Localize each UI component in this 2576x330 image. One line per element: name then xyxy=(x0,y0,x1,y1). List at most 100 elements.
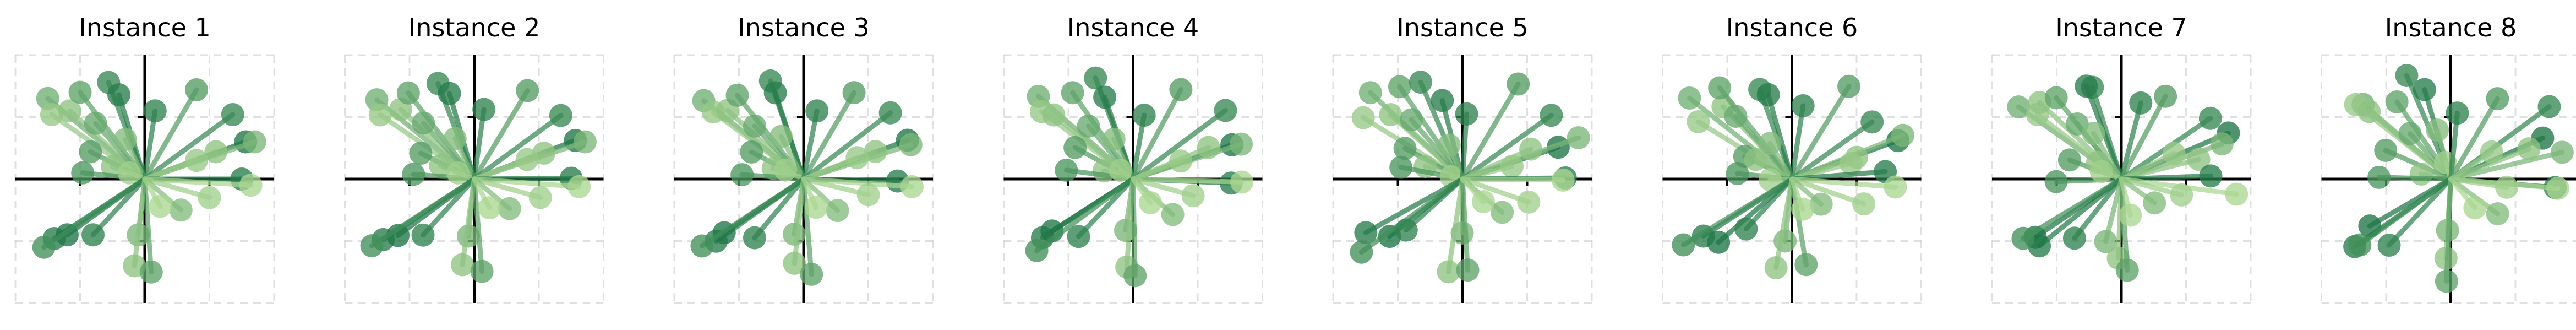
data-point xyxy=(1519,137,1543,161)
vector-line xyxy=(1131,87,1183,182)
data-point xyxy=(1093,85,1117,109)
data-point xyxy=(243,130,266,154)
data-point xyxy=(1758,132,1782,155)
vector-line xyxy=(132,176,148,268)
vector-line xyxy=(1680,176,1794,247)
data-point xyxy=(730,163,754,187)
data-point xyxy=(1067,225,1090,248)
data-point xyxy=(1456,258,1480,282)
data-point xyxy=(2395,64,2419,88)
data-point xyxy=(478,196,501,220)
data-point xyxy=(864,140,887,164)
data-point xyxy=(800,262,823,286)
data-point xyxy=(204,140,228,164)
data-point xyxy=(2075,74,2098,98)
data-point xyxy=(2062,226,2086,250)
vector-line xyxy=(1766,92,1794,182)
data-point xyxy=(2044,86,2068,110)
vector-line xyxy=(1789,176,1809,267)
data-point xyxy=(2225,182,2248,206)
data-point xyxy=(2154,84,2177,108)
data-point xyxy=(1394,218,1418,242)
data-point xyxy=(1884,175,1907,199)
data-point xyxy=(899,133,923,156)
data-point xyxy=(498,197,521,220)
panel-title: Instance 7 xyxy=(2055,13,2187,42)
data-point xyxy=(2199,164,2223,188)
data-point xyxy=(1230,132,1253,156)
vector-line xyxy=(1773,176,1794,271)
vector-line xyxy=(472,88,530,182)
data-point xyxy=(139,260,163,284)
data-point xyxy=(1139,191,1163,214)
data-point xyxy=(1791,94,1815,117)
data-point xyxy=(1061,81,1084,105)
data-point xyxy=(1123,264,1147,288)
data-point xyxy=(396,81,420,105)
vector-line xyxy=(472,107,487,182)
data-point xyxy=(2480,140,2503,164)
data-point xyxy=(1724,105,1748,128)
data-point xyxy=(804,196,828,219)
data-point xyxy=(1379,103,1402,127)
data-point xyxy=(32,235,56,259)
vector-line xyxy=(1460,176,1566,183)
vector-line xyxy=(1789,176,1866,207)
data-point xyxy=(1169,78,1193,101)
data-point xyxy=(81,223,105,247)
data-point xyxy=(185,149,208,172)
data-point xyxy=(1678,86,1701,110)
data-point xyxy=(774,158,798,182)
vector-line xyxy=(1445,176,1465,274)
data-point xyxy=(1840,152,1863,175)
data-point xyxy=(2495,175,2519,199)
data-point xyxy=(2550,140,2574,164)
data-point xyxy=(1756,83,1780,106)
vector-line xyxy=(2448,149,2565,182)
data-point xyxy=(1230,170,1254,194)
data-point xyxy=(782,223,806,246)
data-point xyxy=(472,98,496,121)
data-point xyxy=(1809,192,1833,216)
data-point xyxy=(2546,176,2569,200)
data-point xyxy=(402,163,425,186)
panel-5: Instance 5 xyxy=(1332,13,1593,304)
data-point xyxy=(198,186,221,209)
data-point xyxy=(1197,136,1220,159)
data-point xyxy=(1169,149,1193,173)
data-point xyxy=(68,80,92,104)
data-point xyxy=(1084,66,1107,90)
data-point xyxy=(549,104,572,127)
data-point xyxy=(1431,89,1454,112)
data-point xyxy=(2357,100,2381,123)
data-point xyxy=(1860,110,1884,134)
data-point xyxy=(743,114,766,138)
data-point xyxy=(2398,122,2422,145)
data-point xyxy=(2007,95,2031,119)
data-point xyxy=(2367,165,2391,189)
data-point xyxy=(1764,256,1788,279)
vector-line xyxy=(2020,176,2124,241)
data-point xyxy=(900,175,924,198)
data-point xyxy=(2057,148,2081,172)
data-point xyxy=(1707,230,1731,254)
data-point xyxy=(2210,132,2234,156)
vector-line xyxy=(1789,176,1898,190)
vector-line xyxy=(1460,176,1531,205)
vector-line xyxy=(801,176,915,190)
data-point xyxy=(1891,123,1914,147)
vector-line xyxy=(1131,176,1245,185)
panel-title: Instance 2 xyxy=(408,13,541,42)
data-point xyxy=(1358,81,1382,105)
vector-line xyxy=(90,176,148,237)
vector-line xyxy=(801,176,814,277)
vector-line xyxy=(2376,175,2453,182)
data-point xyxy=(743,226,766,250)
vector-line xyxy=(1789,84,1852,182)
data-point xyxy=(2426,118,2449,142)
data-point xyxy=(470,259,494,283)
data-point xyxy=(528,186,552,209)
data-point xyxy=(1471,190,1495,214)
panel-4: Instance 4 xyxy=(1003,13,1263,304)
vector-line xyxy=(460,176,477,268)
